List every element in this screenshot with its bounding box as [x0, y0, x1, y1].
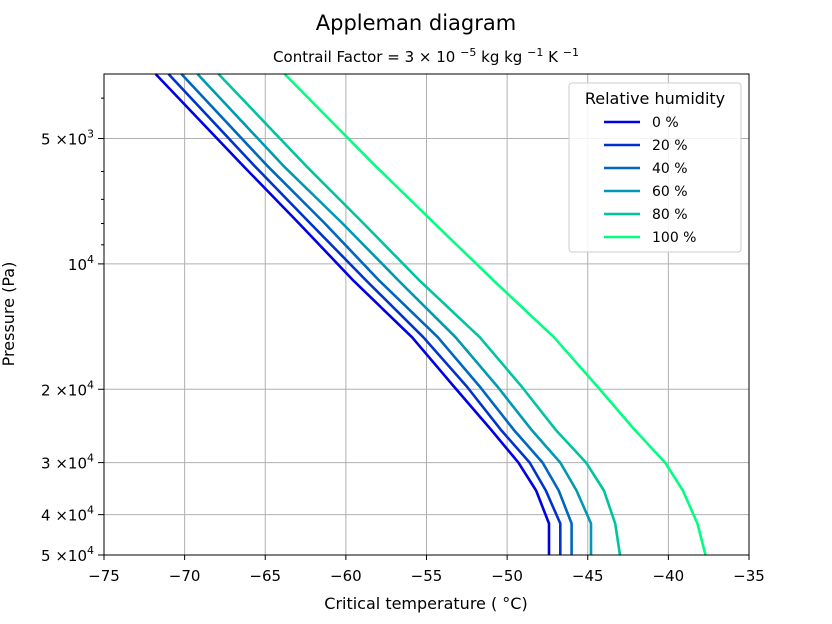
x-tick-label: −45: [572, 567, 604, 585]
chart-subtitle: Contrail Factor = 3 × 10 −5 kg kg −1 K −…: [273, 42, 579, 66]
x-tick-label: −70: [169, 567, 201, 585]
y-tick-base: 10: [68, 131, 87, 149]
subtitle-prefix: Contrail Factor = 3: [273, 48, 414, 66]
y-tick-times: ×: [55, 131, 68, 149]
y-tick-exp: 4: [87, 452, 94, 465]
y-axis-label: Pressure (Pa): [0, 262, 18, 367]
legend-label: 80 %: [652, 207, 688, 223]
y-tick-base: 10: [68, 381, 87, 399]
y-tick-base: 10: [68, 507, 87, 525]
legend-label: 20 %: [652, 138, 688, 154]
y-tick-label: 2 ×104: [41, 378, 94, 399]
y-tick-exp: 3: [87, 128, 94, 141]
series-line: [154, 73, 551, 555]
series-line: [283, 73, 707, 556]
x-tick-label: −55: [411, 567, 443, 585]
legend-label: 40 %: [652, 161, 688, 177]
x-tick-label: −50: [491, 567, 523, 585]
y-tick-exp: 4: [87, 253, 94, 266]
subtitle-unit1: kg kg: [481, 48, 522, 66]
y-tick-mantissa: 5: [41, 547, 55, 565]
x-tick-label: −60: [330, 567, 362, 585]
legend-title: Relative humidity: [585, 89, 725, 108]
y-tick-mantissa: 3: [41, 455, 55, 473]
y-tick-base: 10: [68, 547, 87, 565]
subtitle-unit2: K: [548, 48, 559, 66]
x-tick-label: −65: [249, 567, 281, 585]
y-tick-base: 10: [68, 256, 87, 274]
x-tick-label: −75: [88, 567, 120, 585]
y-tick-times: ×: [55, 507, 68, 525]
y-tick-base: 10: [68, 455, 87, 473]
y-tick-mantissa: 4: [41, 507, 55, 525]
series-line: [167, 73, 562, 555]
y-tick-label: 5 ×104: [41, 544, 94, 565]
chart-title: Appleman diagram: [316, 11, 516, 35]
y-tick-times: ×: [55, 547, 68, 565]
legend: Relative humidity 0 % 20 % 40 % 60 % 80 % 100…: [568, 82, 742, 253]
x-ticks: −75 −70 −65 −60 −55 −50 −45 −40 −35: [88, 555, 765, 585]
legend-label: 100 %: [652, 230, 696, 246]
series-line: [180, 73, 573, 555]
legend-box: [568, 82, 742, 253]
legend-label: 0 %: [652, 115, 679, 131]
subtitle-unit2-exp: −1: [563, 46, 579, 59]
subtitle-times: ×: [419, 48, 432, 66]
y-tick-times: ×: [55, 455, 68, 473]
x-axis-label: Critical temperature ( °C): [324, 594, 527, 613]
y-tick-times: ×: [55, 381, 68, 399]
x-tick-label: −35: [733, 567, 765, 585]
y-tick-label: 4 ×104: [41, 504, 94, 525]
y-tick-mantissa: 2: [41, 381, 55, 399]
y-tick-label: 104: [68, 253, 94, 274]
subtitle-base: 10: [436, 48, 455, 66]
y-tick-exp: 4: [87, 504, 94, 517]
series-lines: [154, 73, 707, 556]
y-tick-exp: 4: [87, 544, 94, 557]
subtitle-exp: −5: [460, 46, 476, 59]
y-tick-mantissa: 5: [41, 131, 55, 149]
series-line: [217, 73, 622, 556]
y-tick-label: 5 ×103: [41, 128, 94, 149]
y-tick-label: 3 ×104: [41, 452, 94, 473]
legend-entries: 0 % 20 % 40 % 60 % 80 % 100 %: [604, 115, 696, 246]
y-tick-exp: 4: [87, 378, 94, 391]
subtitle-unit1-exp: −1: [527, 46, 543, 59]
legend-label: 60 %: [652, 184, 688, 200]
series-line: [196, 73, 593, 555]
x-tick-label: −40: [653, 567, 685, 585]
